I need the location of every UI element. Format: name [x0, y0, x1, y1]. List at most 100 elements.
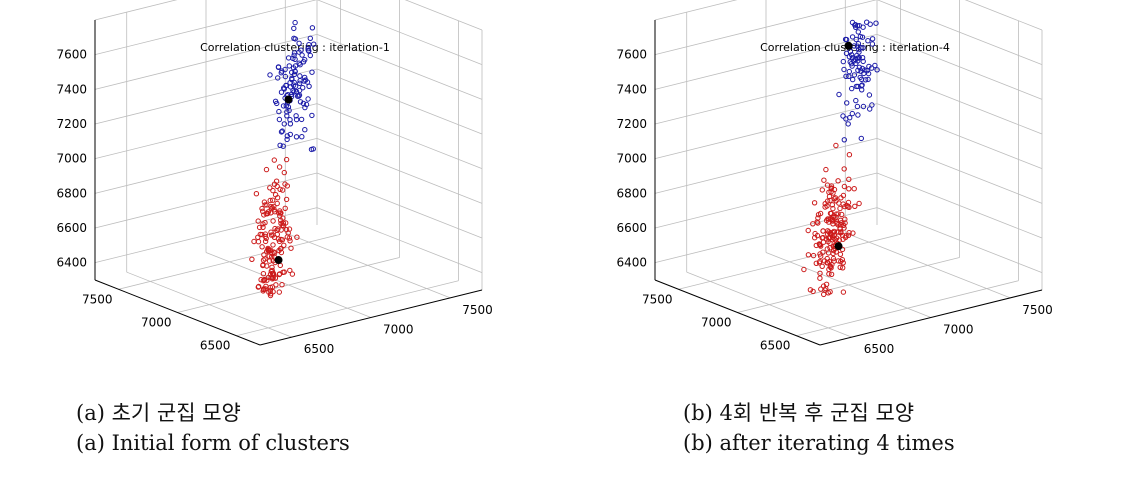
blue-cluster-point [289, 69, 295, 76]
blue-cluster-point [284, 136, 290, 143]
red-cluster-point [268, 204, 274, 210]
red-cluster-point [823, 166, 829, 173]
chart-title: Correlation clustering : iterlation-4 [760, 41, 950, 54]
blue-cluster-point [860, 58, 866, 65]
red-cluster-point [817, 270, 823, 276]
grid-lines [94, 0, 483, 338]
red-cluster-point [270, 197, 276, 203]
y-tick-label: 6500 [760, 339, 791, 353]
red-cluster-point [283, 196, 290, 203]
x-tick-label: 7500 [1022, 303, 1053, 317]
blue-cluster-point [844, 100, 850, 106]
red-cluster-point [249, 256, 255, 262]
blue-cluster-point [299, 134, 305, 140]
red-cluster-point [846, 186, 852, 192]
blue-cluster-point [856, 64, 863, 71]
blue-cluster-point [865, 76, 871, 83]
red-cluster-point [828, 185, 835, 191]
red-cluster-point [255, 284, 262, 290]
red-cluster-point [843, 233, 849, 239]
blue-cluster-point [858, 45, 864, 51]
blue-cluster-point [267, 72, 273, 78]
red-cluster-point [275, 226, 281, 232]
red-cluster-point [817, 210, 824, 217]
red-cluster-point [282, 181, 288, 187]
red-cluster-point [845, 199, 852, 206]
blue-cluster-point [296, 92, 303, 98]
red-cluster-point [818, 253, 824, 259]
red-cluster-point [826, 235, 832, 241]
blue-cluster-point [296, 60, 302, 66]
blue-cluster-point [846, 68, 852, 75]
red-cluster-point [270, 242, 276, 248]
red-cluster-point [837, 251, 844, 258]
red-cluster-point [846, 176, 852, 183]
blue-cluster-point [283, 103, 289, 109]
blue-cluster-point [293, 116, 300, 123]
blue-cluster-point [297, 73, 303, 79]
z-tick-label: 7000 [56, 152, 87, 166]
red-cluster-point [277, 186, 283, 193]
red-cluster-point [262, 238, 269, 245]
red-cluster-point [259, 231, 265, 238]
red-cluster-point [828, 271, 835, 277]
caption-a-english: (a) Initial form of clusters [76, 431, 350, 455]
plot-area: 6500 7000 7500 6500 7000 7500 6400 6600 6800 7000… [616, 0, 1053, 356]
red-cluster-point [839, 211, 845, 218]
blue-cluster-point [278, 129, 285, 135]
red-cluster-point [294, 234, 300, 240]
blue-cluster-point [849, 19, 856, 26]
red-cluster-point [286, 235, 293, 241]
red-cluster-point [851, 186, 857, 192]
red-cluster-point [817, 258, 823, 265]
red-cluster-point [277, 210, 283, 216]
blue-cluster-point [853, 36, 859, 43]
red-cluster-point [278, 217, 284, 224]
red-cluster-point [830, 255, 837, 262]
red-cluster-point [837, 264, 843, 270]
blue-cluster-point [287, 121, 294, 127]
blue-cluster-point [855, 112, 861, 118]
blue-cluster-point [282, 66, 288, 73]
red-cluster-point [846, 152, 853, 158]
red-cluster-point [256, 224, 263, 231]
blue-cluster-point [285, 55, 292, 61]
z-tick-label: 7600 [616, 48, 647, 62]
red-cluster-point [267, 292, 274, 299]
red-cluster-point [835, 222, 841, 228]
red-cluster-point [805, 252, 812, 258]
blue-cluster-point [281, 121, 287, 127]
blue-cluster-point [306, 48, 312, 54]
blue-cluster-point [282, 73, 289, 80]
red-cluster-point [810, 288, 816, 295]
red-cluster-point [260, 224, 266, 231]
red-cluster-point [265, 209, 272, 215]
red-cluster-point [260, 278, 267, 284]
blue-cluster-point [292, 19, 298, 26]
blue-cluster-point [853, 97, 859, 104]
grid-lines [654, 0, 1043, 338]
blue-cluster-point [840, 58, 846, 65]
red-cluster-point [255, 239, 262, 245]
blue-cluster-point [276, 108, 282, 115]
blue-cluster-point [848, 61, 855, 67]
blue-cluster-point [854, 52, 860, 59]
red-cluster-point [272, 275, 279, 281]
red-cluster-point [281, 169, 287, 176]
blue-cluster-point [865, 38, 871, 44]
blue-cluster-point [288, 91, 295, 98]
red-cluster-point [828, 183, 835, 189]
red-cluster-point [289, 271, 296, 277]
blue-cluster-point [289, 76, 295, 83]
red-cluster-point [819, 187, 826, 193]
blue-cluster-point [280, 103, 287, 109]
red-cluster-point [278, 227, 284, 233]
red-cluster-point [824, 198, 831, 204]
red-cluster-point [264, 263, 270, 269]
z-tick-label: 6800 [56, 186, 87, 200]
blue-cluster-point [872, 62, 878, 69]
blue-cluster-point [854, 23, 861, 29]
blue-cluster-point [860, 103, 867, 110]
blue-cluster-point [287, 84, 294, 90]
blue-cluster-point [859, 87, 865, 93]
